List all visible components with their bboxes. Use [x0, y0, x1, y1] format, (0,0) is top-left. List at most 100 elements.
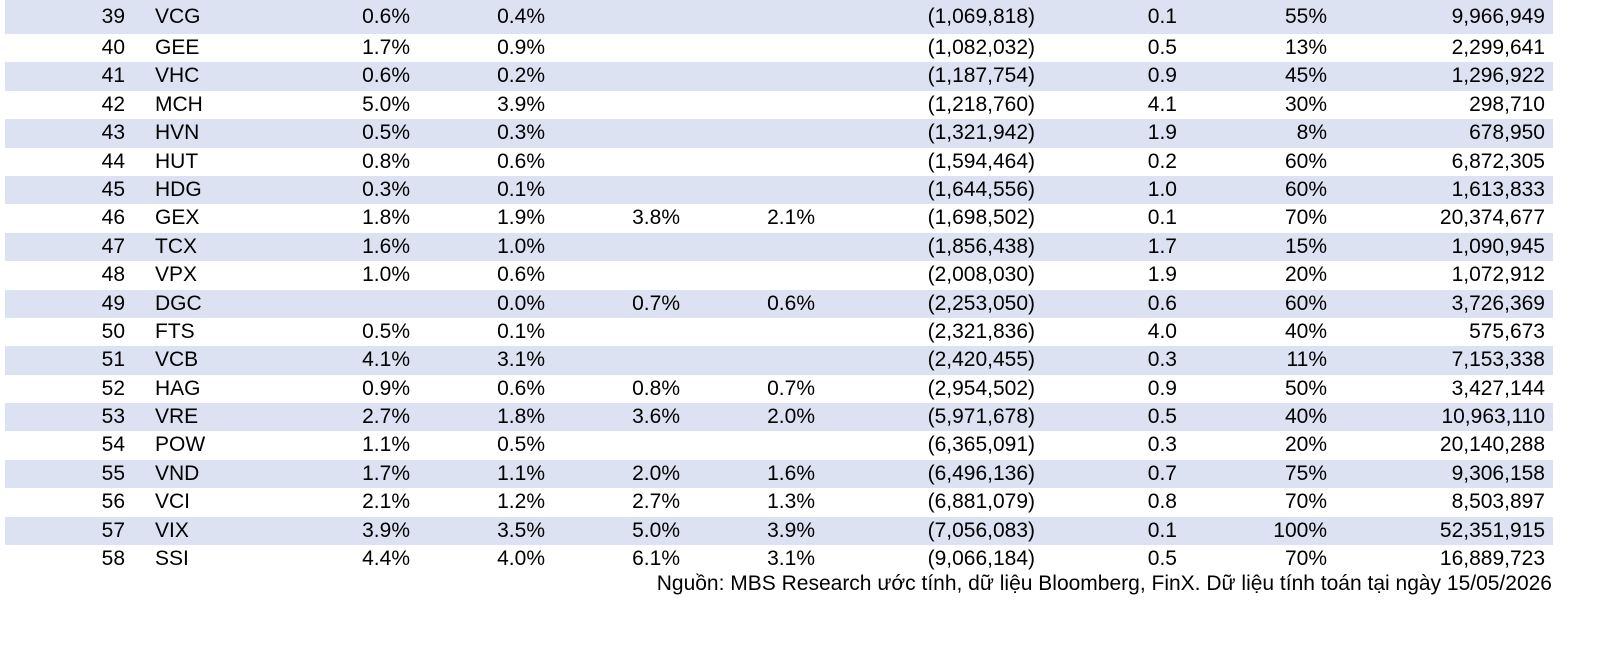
value-cell-2: 1.1% — [497, 461, 545, 485]
value-cell-3: 6.1% — [632, 547, 680, 571]
value-cell-2: 1.0% — [497, 234, 545, 258]
table-row: 50 FTS 0.5% 0.1% (2,321,836) 4.0 40% 575,673 — [5, 318, 1553, 346]
value-cell-7: 70% — [1284, 547, 1327, 571]
value-cell-6: 0.9 — [1147, 376, 1177, 400]
value-cell-6: 4.0 — [1147, 319, 1177, 343]
value-cell-6: 0.3 — [1147, 348, 1177, 372]
value-cell-2: 0.6% — [497, 263, 545, 287]
value-cell-8: 1,090,945 — [1451, 234, 1545, 258]
value-cell-8: 678,950 — [1469, 121, 1545, 145]
ticker-cell: VIX — [155, 518, 189, 542]
value-cell-6: 4.1 — [1147, 92, 1177, 116]
table-row: 49 DGC 0.0% 0.7% 0.6% (2,253,050) 0.6 60% 3,726,… — [5, 289, 1553, 318]
row-number: 43 — [101, 121, 125, 145]
row-number: 52 — [101, 376, 125, 400]
value-cell-8: 298,710 — [1469, 92, 1545, 116]
value-cell-3: 2.0% — [632, 461, 680, 485]
value-cell-6: 1.9 — [1147, 263, 1177, 287]
value-cell-7: 11% — [1286, 348, 1327, 372]
data-table: 39 VCG 0.6% 0.4% (1,069,818) 0.1 55% 9,966,949 4… — [5, 0, 1553, 573]
value-cell-6: 0.9 — [1147, 64, 1177, 88]
value-cell-5: (1,321,942) — [927, 121, 1035, 145]
value-cell-8: 3,726,369 — [1451, 291, 1545, 315]
ticker-cell: VRE — [155, 405, 199, 429]
table-row: 55 VND 1.7% 1.1% 2.0% 1.6% (6,496,136) 0.7 75% 9,… — [5, 459, 1553, 489]
value-cell-1: 1.0% — [362, 263, 410, 287]
table-row: 45 HDG 0.3% 0.1% (1,644,556) 1.0 60% 1,613,833 — [5, 175, 1553, 205]
value-cell-8: 10,963,110 — [1441, 405, 1545, 429]
value-cell-2: 0.1% — [497, 177, 545, 201]
row-number: 50 — [101, 319, 125, 343]
ticker-cell: MCH — [155, 92, 203, 116]
value-cell-2: 0.3% — [497, 121, 545, 145]
row-number: 53 — [101, 405, 125, 429]
value-cell-6: 0.5 — [1147, 36, 1177, 59]
ticker-cell: DGC — [155, 291, 202, 315]
value-cell-6: 0.6 — [1147, 291, 1177, 315]
value-cell-7: 45% — [1284, 64, 1327, 88]
value-cell-7: 30% — [1284, 92, 1327, 116]
row-number: 58 — [101, 547, 125, 571]
value-cell-5: (1,069,818) — [927, 5, 1035, 28]
value-cell-4: 3.9% — [767, 518, 815, 542]
value-cell-8: 575,673 — [1469, 319, 1545, 343]
value-cell-6: 0.8 — [1147, 490, 1177, 514]
ticker-cell: VND — [155, 461, 200, 485]
row-number: 49 — [101, 291, 125, 315]
value-cell-5: (2,321,836) — [927, 319, 1035, 343]
value-cell-7: 8% — [1296, 121, 1327, 145]
ticker-cell: VCB — [155, 348, 199, 372]
value-cell-8: 20,140,288 — [1439, 433, 1545, 457]
ticker-cell: VPX — [155, 263, 198, 287]
value-cell-6: 1.7 — [1147, 234, 1177, 258]
value-cell-1: 1.6% — [362, 234, 410, 258]
value-cell-2: 0.6% — [497, 376, 545, 400]
value-cell-2: 3.5% — [497, 518, 545, 542]
value-cell-5: (2,420,455) — [927, 348, 1035, 372]
row-number: 56 — [101, 490, 125, 514]
table-row: 41 VHC 0.6% 0.2% (1,187,754) 0.9 45% 1,296,922 — [5, 62, 1553, 91]
value-cell-2: 1.9% — [497, 206, 545, 230]
ticker-cell: HUT — [155, 149, 199, 173]
value-cell-7: 100% — [1273, 518, 1327, 542]
table-row: 42 MCH 5.0% 3.9% (1,218,760) 4.1 30% 298,710 — [5, 91, 1553, 119]
ticker-cell: HVN — [155, 121, 200, 145]
value-cell-1: 1.1% — [362, 433, 410, 457]
table-row: 51 VCB 4.1% 3.1% (2,420,455) 0.3 11% 7,153,338 — [5, 346, 1553, 375]
value-cell-2: 0.1% — [497, 319, 545, 343]
value-cell-1: 0.3% — [362, 177, 410, 201]
value-cell-2: 4.0% — [497, 547, 545, 571]
value-cell-7: 20% — [1284, 433, 1327, 457]
value-cell-1: 5.0% — [362, 92, 410, 116]
value-cell-6: 0.1 — [1147, 518, 1177, 542]
value-cell-6: 0.1 — [1147, 5, 1177, 28]
table-row: 44 HUT 0.8% 0.6% (1,594,464) 0.2 60% 6,872,305 — [5, 148, 1553, 176]
value-cell-2: 3.9% — [497, 92, 545, 116]
value-cell-5: (9,066,184) — [927, 547, 1035, 571]
value-cell-5: (1,856,438) — [927, 234, 1035, 258]
value-cell-5: (2,253,050) — [927, 291, 1035, 315]
value-cell-1: 0.5% — [362, 319, 410, 343]
value-cell-2: 1.2% — [497, 490, 545, 514]
value-cell-8: 7,153,338 — [1451, 348, 1545, 372]
value-cell-1: 0.9% — [362, 376, 410, 400]
value-cell-1: 4.4% — [362, 547, 410, 571]
table-row: 39 VCG 0.6% 0.4% (1,069,818) 0.1 55% 9,966,949 — [5, 0, 1553, 34]
value-cell-7: 15% — [1284, 234, 1327, 258]
value-cell-8: 52,351,915 — [1439, 518, 1545, 542]
value-cell-8: 1,072,912 — [1451, 263, 1545, 287]
value-cell-2: 0.5% — [497, 433, 545, 457]
value-cell-8: 2,299,641 — [1451, 36, 1545, 59]
ticker-cell: GEX — [155, 206, 200, 230]
ticker-cell: TCX — [155, 234, 197, 258]
ticker-cell: VCG — [155, 5, 201, 28]
value-cell-8: 6,872,305 — [1451, 149, 1545, 173]
value-cell-5: (6,365,091) — [927, 433, 1035, 457]
value-cell-8: 16,889,723 — [1439, 547, 1545, 571]
ticker-cell: VCI — [155, 490, 191, 514]
value-cell-8: 9,966,949 — [1451, 5, 1545, 28]
value-cell-6: 1.9 — [1147, 121, 1177, 145]
row-number: 39 — [101, 5, 125, 28]
value-cell-6: 0.2 — [1147, 149, 1177, 173]
value-cell-5: (1,082,032) — [927, 36, 1035, 59]
